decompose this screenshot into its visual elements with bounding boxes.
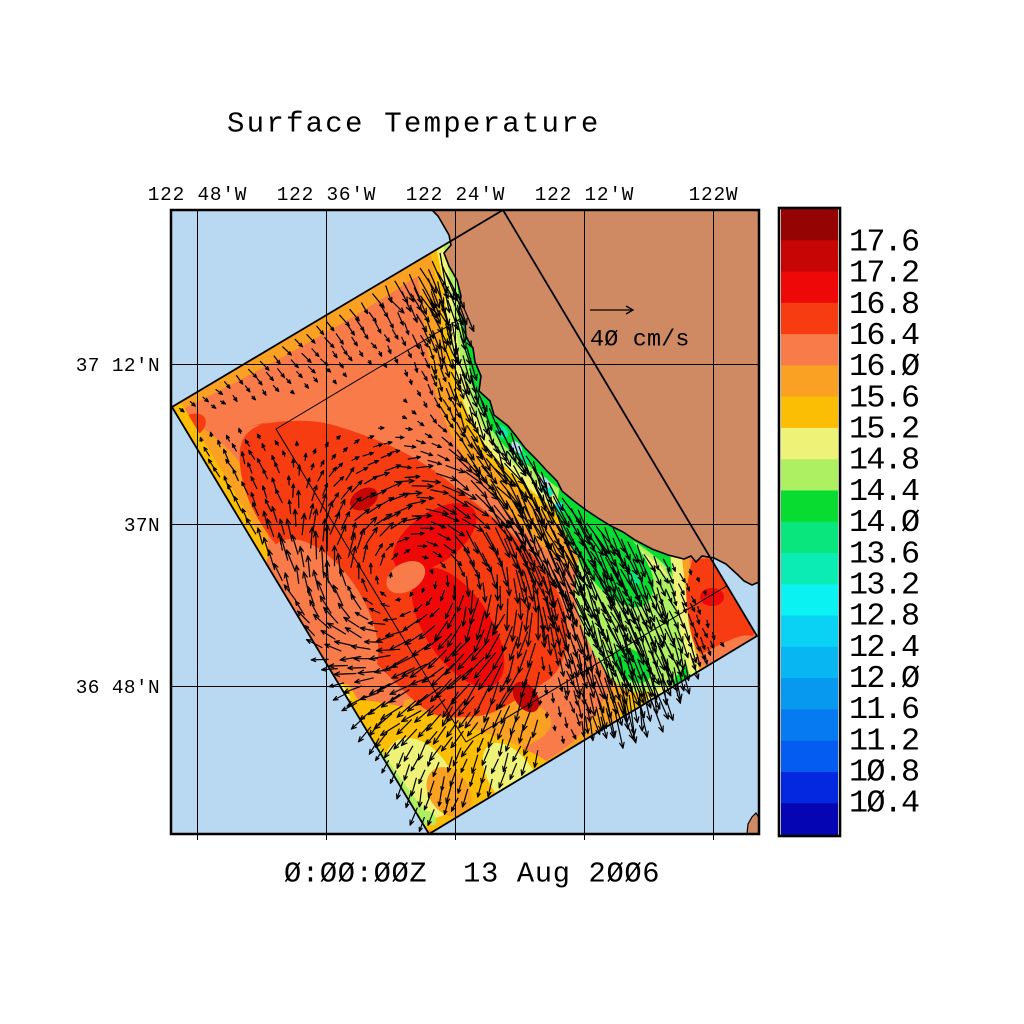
- svg-text:Surface Temperature: Surface Temperature: [227, 108, 601, 141]
- svg-text:4Ø cm/s: 4Ø cm/s: [590, 328, 690, 354]
- svg-text:17.6: 17.6: [849, 225, 919, 261]
- svg-text:16.4: 16.4: [849, 318, 919, 354]
- svg-text:37 12'N: 37 12'N: [76, 355, 160, 377]
- svg-text:16.Ø: 16.Ø: [849, 349, 920, 385]
- svg-text:122 36'W: 122 36'W: [277, 184, 377, 206]
- svg-text:36 48'N: 36 48'N: [76, 677, 160, 699]
- svg-text:15.2: 15.2: [849, 412, 918, 448]
- svg-text:14.Ø: 14.Ø: [849, 505, 920, 541]
- svg-text:122 24'W: 122 24'W: [406, 184, 506, 206]
- svg-text:37N: 37N: [124, 515, 160, 537]
- svg-text:122 48'W: 122 48'W: [148, 184, 248, 206]
- svg-text:122 12'W: 122 12'W: [535, 184, 635, 206]
- svg-text:Ø:ØØ:ØØZ 13 Aug 2ØØ6: Ø:ØØ:ØØZ 13 Aug 2ØØ6: [284, 858, 660, 891]
- svg-text:14.8: 14.8: [849, 443, 918, 479]
- svg-text:12.8: 12.8: [849, 599, 918, 635]
- svg-text:11.2: 11.2: [849, 723, 918, 759]
- svg-text:13.6: 13.6: [849, 536, 919, 572]
- svg-text:1Ø.8: 1Ø.8: [849, 754, 918, 790]
- svg-text:16.8: 16.8: [849, 287, 918, 323]
- svg-text:15.6: 15.6: [849, 380, 919, 416]
- svg-text:11.6: 11.6: [849, 692, 919, 728]
- svg-text:13.2: 13.2: [849, 567, 918, 603]
- svg-text:122W: 122W: [689, 184, 739, 206]
- svg-text:14.4: 14.4: [849, 474, 919, 510]
- svg-text:1Ø.4: 1Ø.4: [849, 786, 919, 822]
- svg-text:12.Ø: 12.Ø: [849, 661, 920, 697]
- svg-text:17.2: 17.2: [849, 256, 918, 292]
- svg-text:12.4: 12.4: [849, 630, 919, 666]
